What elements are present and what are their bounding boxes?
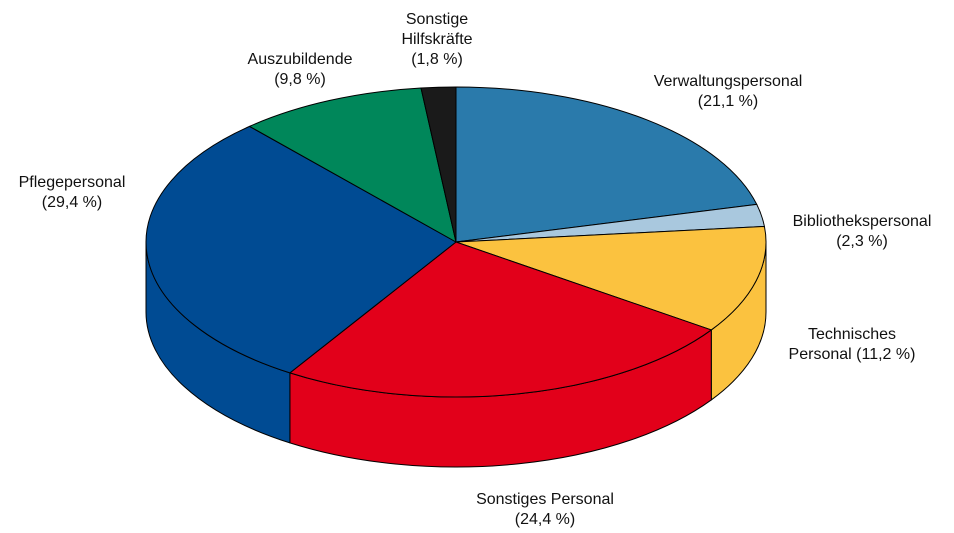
pie-slice [145,125,457,374]
pie-slice [455,86,758,243]
slice-label: Technisches Personal (11,2 %) [780,325,925,365]
category-name: Sonstige Hilfskräfte [401,11,473,48]
slice-label: Sonstige Hilfskräfte (1,8 %) [392,10,482,70]
value-label: (9,8 %) [274,71,326,88]
category-name: Auszubildende [247,51,353,68]
category-name: Sonstiges Personal [476,491,614,508]
slice-label: Sonstiges Personal (24,4 %) [476,490,614,530]
category-name: Pflegepersonal [18,174,126,191]
slice-label: Verwaltungspersonal (21,1 %) [654,72,803,112]
pie-slice [249,87,457,243]
slice-label: Pflegepersonal (29,4 %) [19,173,126,213]
category-name: Bibliothekspersonal [792,213,932,230]
category-name: Technisches Personal [788,326,897,363]
pie-slice [455,225,767,331]
value-label: (21,1 %) [697,93,759,110]
value-label: (2,3 %) [836,233,888,250]
value-label: (11,2 %) [856,346,916,363]
value-label: (29,4 %) [41,194,103,211]
slice-label: Bibliothekspersonal (2,3 %) [793,212,932,252]
pie-slice [289,241,712,398]
value-label: (24,4 %) [514,511,576,528]
value-label: (1,8 %) [411,51,463,68]
pie-slice [420,86,457,243]
slice-label: Auszubildende (9,8 %) [248,50,353,90]
category-name: Verwaltungspersonal [653,73,803,90]
